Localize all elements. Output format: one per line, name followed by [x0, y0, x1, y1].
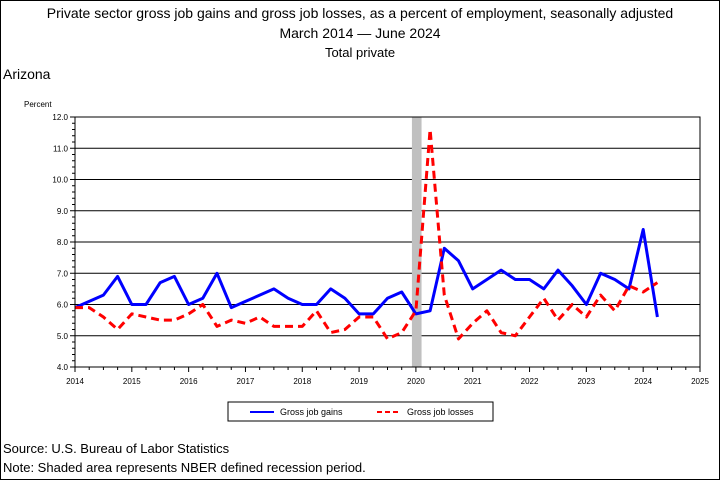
x-tick-label: 2021	[464, 377, 482, 386]
period-dash: —	[357, 25, 372, 41]
series-lines	[74, 128, 659, 341]
legend-label-gross-job-losses: Gross job losses	[407, 407, 474, 417]
y-tick-label: 9.0	[57, 207, 69, 216]
recession-note: Note: Shaded area represents NBER define…	[3, 460, 366, 475]
y-tick-label: 11.0	[53, 144, 69, 153]
x-tick-label: 2024	[634, 377, 652, 386]
series-line-gross-job-gains	[74, 228, 659, 318]
y-tick-label: 10.0	[52, 176, 68, 185]
source-note: Source: U.S. Bureau of Labor Statistics	[3, 441, 230, 456]
period-end: June 2024	[375, 25, 441, 41]
y-axis-label: Percent	[24, 100, 52, 109]
x-tick-label: 2014	[66, 377, 84, 386]
x-tick-label: 2020	[407, 377, 425, 386]
x-axis: 2014 2015 2016 2017 2018 2019 2020 2021 2022 2023…	[66, 367, 709, 386]
y-tick-label: 6.0	[57, 301, 69, 310]
x-tick-label: 2018	[293, 377, 311, 386]
y-tick-label: 12.0	[52, 113, 68, 122]
x-tick-label: 2015	[123, 377, 141, 386]
recession-band	[411, 117, 422, 367]
gridlines	[75, 147, 700, 337]
chart-subtitle-period: March 2014 — June 2024	[0, 25, 720, 41]
series-line-gross-job-losses	[75, 128, 659, 341]
legend-box	[227, 401, 494, 422]
chart-subtitle-industry: Total private	[324, 45, 396, 60]
x-tick-label: 2019	[350, 377, 368, 386]
x-tick-label: 2022	[521, 377, 539, 386]
chart-title: Private sector gross job gains and gross…	[46, 5, 674, 21]
region-label: Arizona	[3, 66, 51, 82]
y-tick-label: 4.0	[57, 363, 69, 372]
y-tick-label: 7.0	[57, 269, 69, 278]
x-tick-label: 2017	[237, 377, 255, 386]
period-start: March 2014	[279, 25, 354, 41]
y-tick-label: 8.0	[57, 238, 69, 247]
y-axis: 4.0 5.0 6.0 7.0 8.0 9.0 10.0 11.0 12.0	[52, 113, 75, 372]
recession-shading	[411, 117, 422, 367]
x-tick-label: 2025	[691, 377, 709, 386]
y-tick-label: 5.0	[57, 332, 69, 341]
x-tick-label: 2023	[577, 377, 595, 386]
legend: Gross job gains Gross job losses	[227, 401, 494, 422]
legend-label-gross-job-gains: Gross job gains	[280, 407, 343, 417]
x-tick-label: 2016	[180, 377, 198, 386]
